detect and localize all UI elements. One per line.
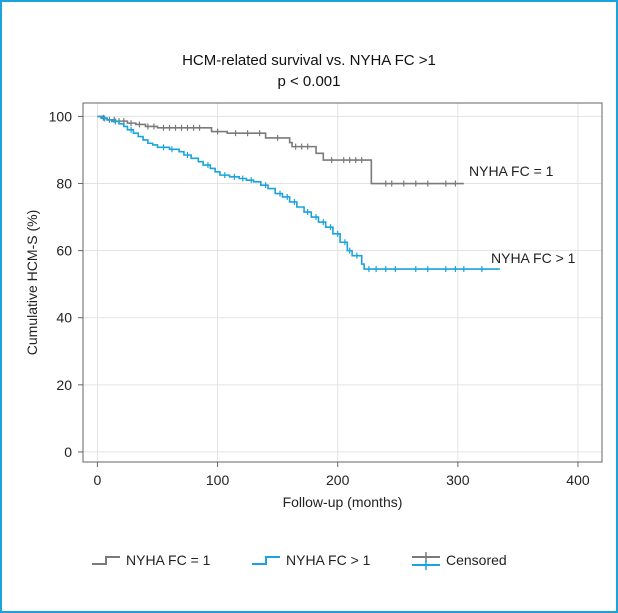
grid [83,103,602,462]
y-tick-label: 80 [56,176,72,192]
y-tick-label: 60 [56,243,72,259]
legend: NYHA FC = 1 NYHA FC > 1 Censored [92,552,507,570]
x-tick-label: 100 [206,472,230,488]
x-tick-label: 300 [446,472,470,488]
legend-label-nyha1: NYHA FC = 1 [126,552,211,568]
legend-swatch-nyha-gt1 [252,556,280,565]
series-label-nyha-gt1: NYHA FC > 1 [491,250,576,266]
x-axis-label: Follow-up (months) [283,494,403,510]
x-tick-label: 200 [326,472,350,488]
axes: 0 100 200 300 400 0 20 40 60 80 100 [49,108,590,488]
y-tick-label: 40 [56,310,72,326]
y-tick-label: 20 [56,377,72,393]
series-labels: NYHA FC = 1 NYHA FC > 1 [469,163,576,266]
series-label-nyha1: NYHA FC = 1 [469,163,554,179]
y-tick-label: 100 [49,108,73,124]
plot-area [82,102,603,463]
legend-swatch-nyha1 [92,556,120,565]
series-line-1 [97,115,464,185]
series-layer [97,114,500,273]
legend-label-censored: Censored [446,552,507,568]
y-axis-label: Cumulative HCM-S (%) [24,210,40,355]
series-line-2 [97,115,500,270]
y-tick-label: 0 [64,444,72,460]
chart-title: HCM-related survival vs. NYHA FC >1 [182,52,436,69]
legend-label-nyha-gt1: NYHA FC > 1 [286,552,371,568]
x-tick-label: 0 [94,472,102,488]
chart-subtitle: p < 0.001 [277,73,341,90]
x-tick-label: 400 [566,472,590,488]
